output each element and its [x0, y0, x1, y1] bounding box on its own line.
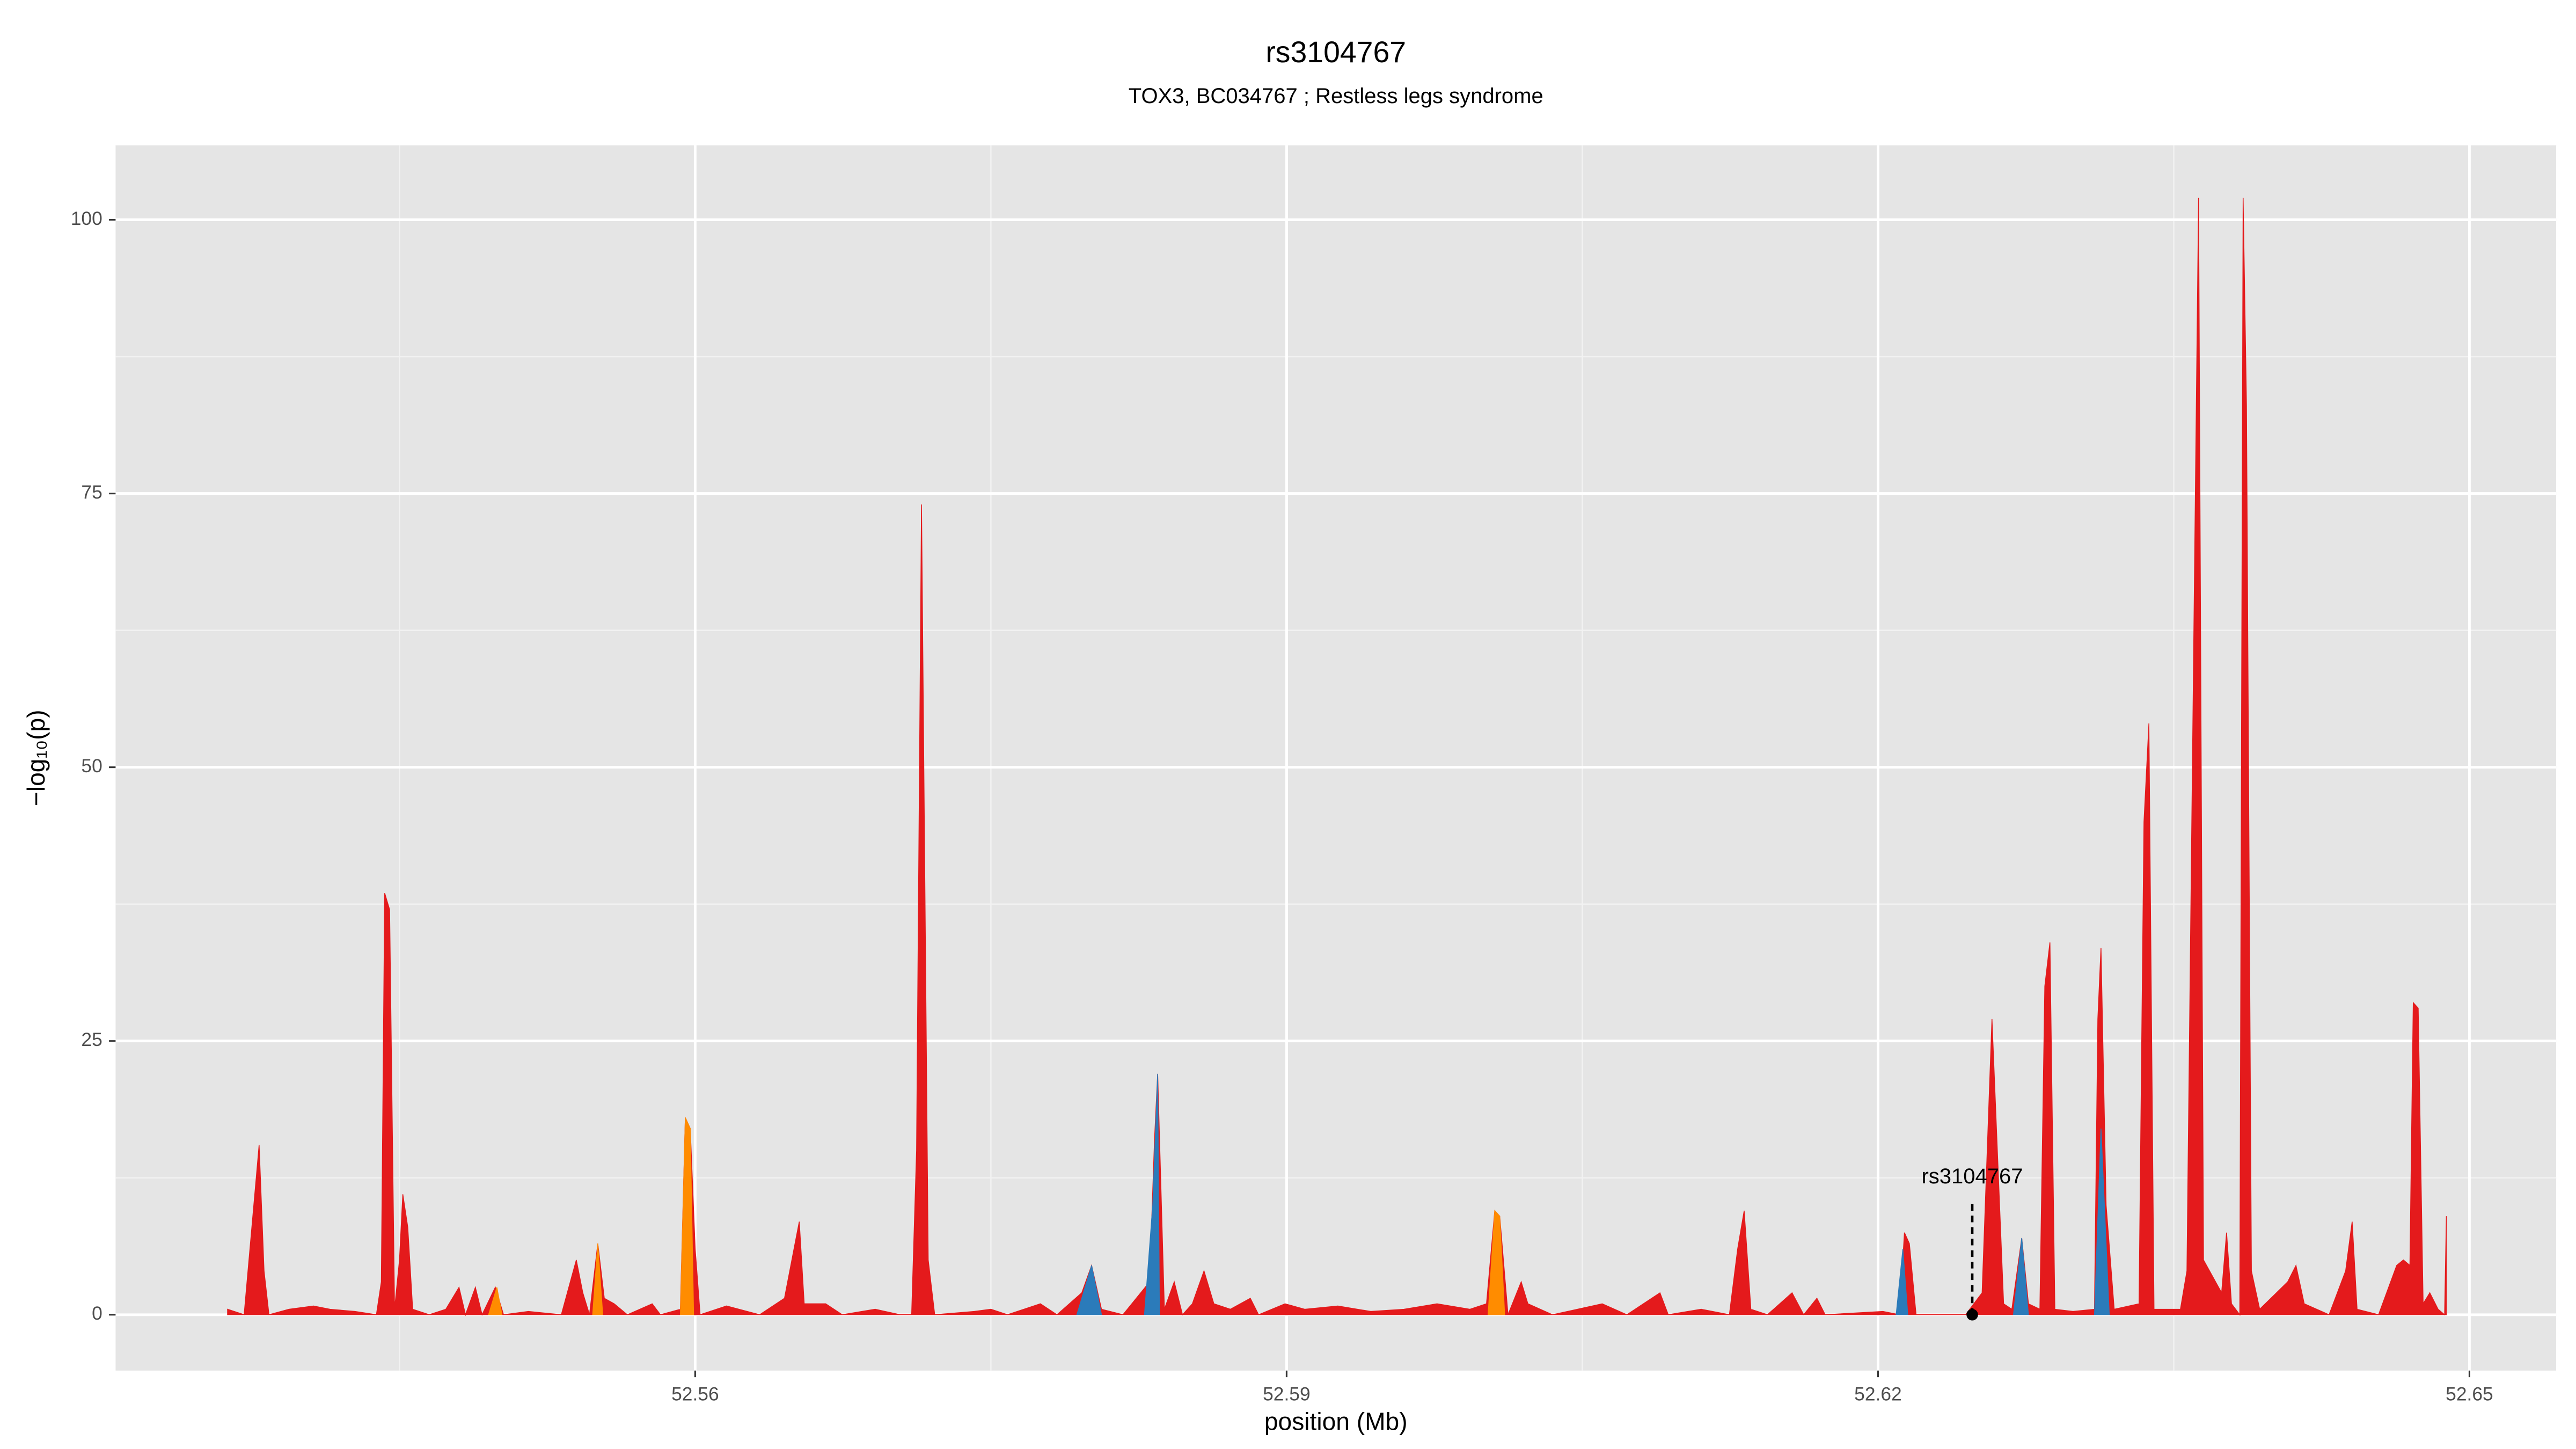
- area: [1076, 1073, 2110, 1315]
- annotation-point: [1966, 1309, 1978, 1321]
- annotation-label: rs3104767: [1921, 1165, 2023, 1188]
- x-tick-label: 52.59: [1263, 1384, 1311, 1404]
- x-tick-label: 52.62: [1854, 1384, 1902, 1404]
- y-axis-title: −log₁₀(p): [22, 709, 50, 806]
- axes: 52.56 52.59 52.62 52.65 0 25 50 75 100: [71, 208, 2493, 1404]
- x-tick-label: 52.65: [2446, 1384, 2493, 1404]
- y-tick-label: 0: [92, 1303, 103, 1324]
- x-axis-title: position (Mb): [1264, 1407, 1408, 1435]
- marks: rs3104767: [227, 197, 2447, 1321]
- y-tick-label: 100: [71, 208, 103, 229]
- area: [227, 197, 2447, 1316]
- y-tick-label: 50: [81, 756, 102, 777]
- y-tick-label: 25: [81, 1029, 102, 1050]
- area: [488, 1117, 1505, 1315]
- x-tick-label: 52.56: [671, 1384, 719, 1404]
- chart-title: rs3104767: [1265, 35, 1406, 69]
- y-tick-label: 75: [81, 482, 102, 503]
- chart-subtitle: TOX3, BC034767 ; Restless legs syndrome: [1129, 84, 1543, 108]
